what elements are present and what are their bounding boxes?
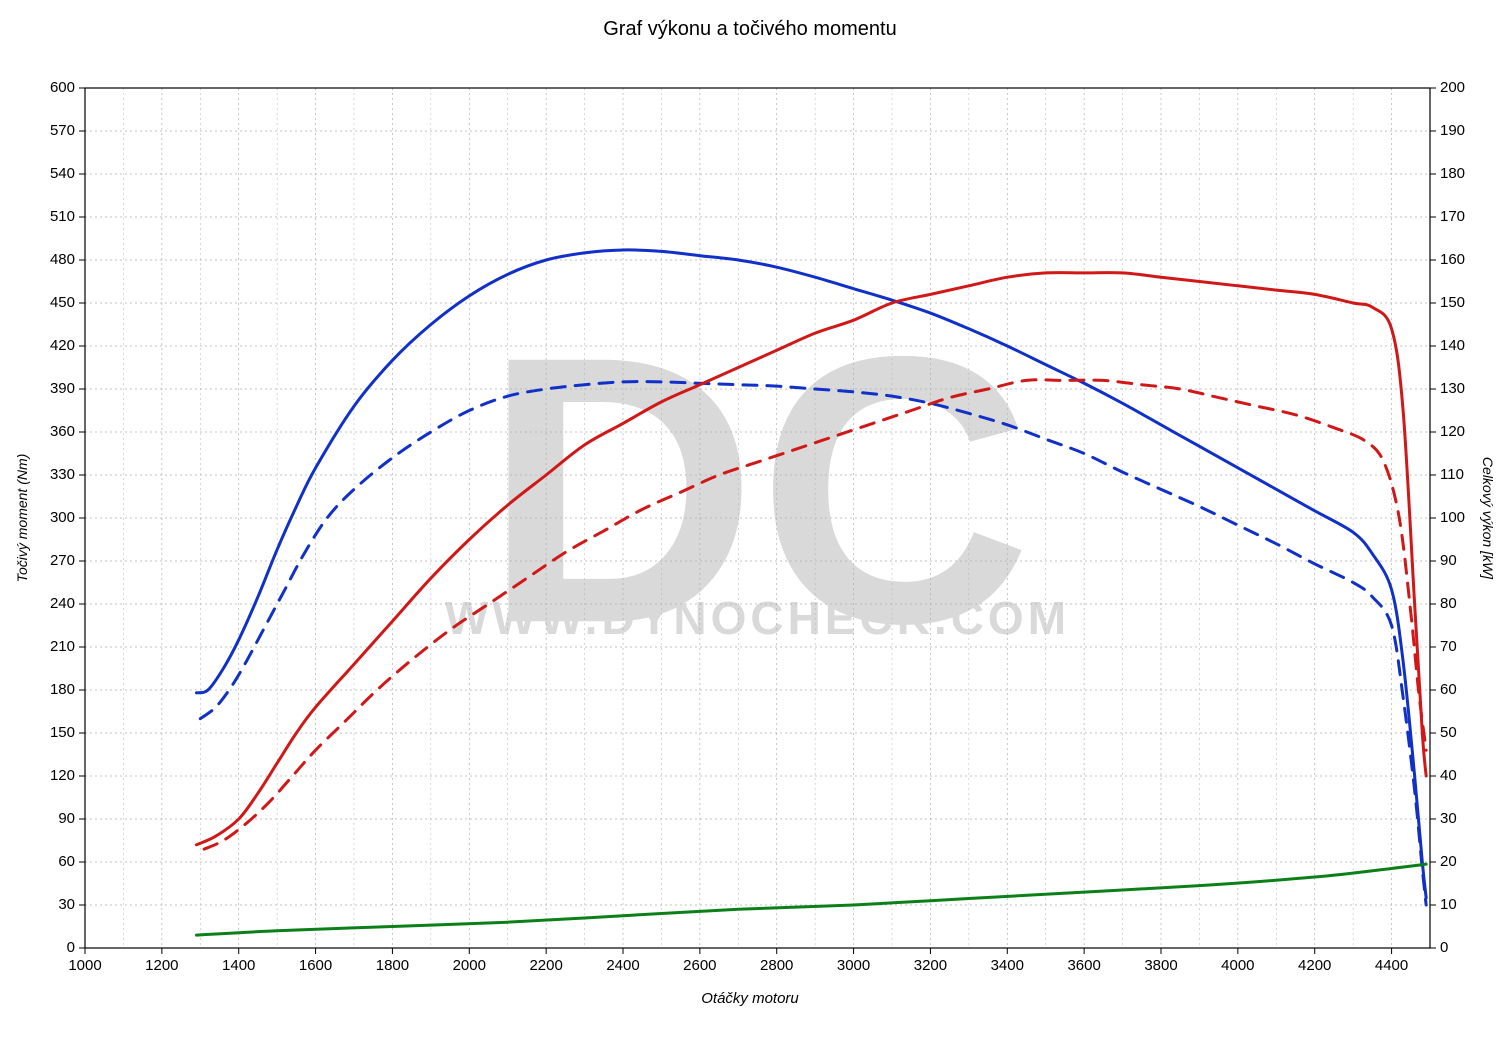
svg-text:160: 160	[1440, 251, 1465, 268]
svg-text:100: 100	[1440, 509, 1465, 526]
svg-text:2800: 2800	[760, 957, 793, 974]
svg-text:4000: 4000	[1221, 957, 1254, 974]
svg-text:2000: 2000	[453, 957, 486, 974]
svg-text:90: 90	[58, 810, 75, 827]
svg-text:80: 80	[1440, 595, 1457, 612]
svg-text:140: 140	[1440, 337, 1465, 354]
svg-text:180: 180	[50, 681, 75, 698]
x-axis-label: Otáčky motoru	[0, 990, 1500, 1007]
svg-text:4400: 4400	[1375, 957, 1408, 974]
svg-text:1600: 1600	[299, 957, 332, 974]
svg-text:4200: 4200	[1298, 957, 1331, 974]
y-axis-left-label: Točivý moment (Nm)	[14, 454, 30, 583]
svg-text:110: 110	[1440, 466, 1464, 483]
svg-text:60: 60	[58, 853, 75, 870]
watermark-url: WWW.DYNOCHECK.COM	[445, 592, 1070, 644]
svg-text:30: 30	[58, 896, 75, 913]
svg-text:390: 390	[50, 380, 75, 397]
svg-text:3200: 3200	[914, 957, 947, 974]
svg-text:2400: 2400	[606, 957, 639, 974]
svg-text:120: 120	[50, 767, 75, 784]
svg-text:150: 150	[1440, 294, 1465, 311]
svg-text:3800: 3800	[1144, 957, 1177, 974]
svg-text:420: 420	[50, 337, 75, 354]
svg-text:2600: 2600	[683, 957, 716, 974]
svg-text:330: 330	[50, 466, 75, 483]
svg-text:190: 190	[1440, 122, 1465, 139]
svg-text:450: 450	[50, 294, 75, 311]
svg-text:130: 130	[1440, 380, 1465, 397]
svg-text:20: 20	[1440, 853, 1457, 870]
svg-text:1200: 1200	[145, 957, 178, 974]
svg-text:510: 510	[50, 208, 75, 225]
svg-text:120: 120	[1440, 423, 1465, 440]
svg-text:3600: 3600	[1067, 957, 1100, 974]
svg-text:270: 270	[50, 552, 75, 569]
svg-text:3400: 3400	[991, 957, 1024, 974]
svg-text:70: 70	[1440, 638, 1457, 655]
svg-text:40: 40	[1440, 767, 1457, 784]
svg-text:170: 170	[1440, 208, 1465, 225]
svg-text:1000: 1000	[68, 957, 101, 974]
svg-text:150: 150	[50, 724, 75, 741]
svg-text:1800: 1800	[376, 957, 409, 974]
chart-svg: DC WWW.DYNOCHECK.COM 1000120014001600180…	[0, 0, 1500, 1040]
chart-title: Graf výkonu a točivého momentu	[0, 18, 1500, 41]
y-axis-right-label: Celkový výkon [kW]	[1480, 457, 1496, 579]
svg-text:570: 570	[50, 122, 75, 139]
svg-text:240: 240	[50, 595, 75, 612]
svg-text:480: 480	[50, 251, 75, 268]
svg-text:300: 300	[50, 509, 75, 526]
svg-text:0: 0	[1440, 939, 1448, 956]
svg-text:3000: 3000	[837, 957, 870, 974]
svg-text:540: 540	[50, 165, 75, 182]
svg-text:30: 30	[1440, 810, 1457, 827]
svg-text:600: 600	[50, 79, 75, 96]
svg-text:50: 50	[1440, 724, 1457, 741]
svg-text:90: 90	[1440, 552, 1457, 569]
svg-text:200: 200	[1440, 79, 1465, 96]
svg-text:360: 360	[50, 423, 75, 440]
svg-text:10: 10	[1440, 896, 1457, 913]
svg-text:0: 0	[67, 939, 75, 956]
dyno-chart: Graf výkonu a točivého momentu DC WWW.DY…	[0, 0, 1500, 1040]
svg-text:180: 180	[1440, 165, 1465, 182]
svg-text:2200: 2200	[529, 957, 562, 974]
series-loss_power	[196, 864, 1426, 935]
svg-text:210: 210	[50, 638, 75, 655]
svg-text:1400: 1400	[222, 957, 255, 974]
svg-text:60: 60	[1440, 681, 1457, 698]
